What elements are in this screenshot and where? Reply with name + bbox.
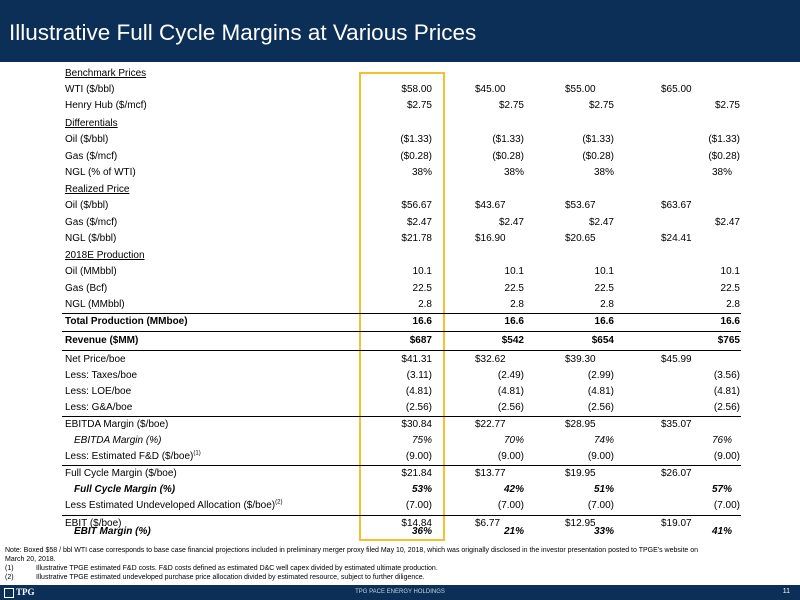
table-row: Gas ($/mcf) $2.47 $2.47 $2.47 $2.47 [65, 217, 740, 228]
table-row: Less Estimated Undeveloped Allocation ($… [65, 499, 740, 511]
table-row: Less: Taxes/boe (3.11) (2.49) (2.99) (3.… [65, 370, 740, 381]
footnote-2: Illustrative TPGE estimated undeveloped … [36, 574, 425, 581]
table-row-ebitda-pct: EBITDA Margin (%) 75% 70% 74% 76% [74, 435, 732, 446]
divider [62, 331, 741, 332]
table-row-full-cycle-margin-pct: Full Cycle Margin (%) 53% 42% 51% 57% [74, 484, 732, 495]
page-number: 11 [782, 588, 790, 595]
table-row: NGL ($/bbl) $21.78 $16.90 $20.65 $24.41 [65, 233, 692, 244]
footnote-1: Illustrative TPGE estimated F&D costs. F… [36, 565, 438, 572]
footer-company-name: TPG PACE ENERGY HOLDINGS [355, 589, 445, 595]
base-case-highlight-box [359, 72, 445, 541]
table-row: NGL (MMbbl) 2.8 2.8 2.8 2.8 [65, 299, 740, 310]
table-row: Henry Hub ($/mcf) $2.75 $2.75 $2.75 $2.7… [65, 100, 740, 111]
table-row: WTI ($/bbl) $58.00 $45.00 $55.00 $65.00 [65, 84, 692, 95]
footnote-note-continued: March 20, 2018. [5, 556, 56, 563]
table-row-full-cycle-margin: Full Cycle Margin ($/boe) $21.84 $13.77 … [65, 468, 692, 479]
section-header-differentials: Differentials [65, 118, 118, 129]
table-row: Less: Estimated F&D ($/boe)(1) (9.00) (9… [65, 450, 740, 462]
section-header-benchmark: Benchmark Prices [65, 68, 147, 79]
table-row-revenue: Revenue ($MM) $687 $542 $654 $765 [65, 335, 740, 346]
tpg-logo: TPG [4, 587, 44, 598]
table-row: Net Price/boe $41.31 $32.62 $39.30 $45.9… [65, 354, 692, 365]
divider [62, 515, 741, 516]
table-row: Less: G&A/boe (2.56) (2.56) (2.56) (2.56… [65, 402, 740, 413]
table-row-ebit-margin-pct: EBIT Margin (%) 36% 21% 33% 41% [74, 526, 732, 537]
table-row-ebitda: EBITDA Margin ($/boe) $30.84 $22.77 $28.… [65, 419, 692, 430]
footnote-1-marker: (1) [5, 565, 14, 572]
table-row: Gas (Bcf) 22.5 22.5 22.5 22.5 [65, 283, 740, 294]
footnote-note: Note: Boxed $58 / bbl WTI case correspon… [5, 547, 699, 554]
table-row-total-production: Total Production (MMboe) 16.6 16.6 16.6 … [65, 316, 740, 327]
divider [62, 350, 741, 351]
section-header-production: 2018E Production [65, 250, 145, 261]
logo-mark-icon [4, 587, 14, 598]
footnote-2-marker: (2) [5, 574, 14, 581]
divider [62, 465, 741, 466]
table-row: Oil ($/bbl) $56.67 $43.67 $53.67 $63.67 [65, 200, 692, 211]
footer-bar: TPG TPG PACE ENERGY HOLDINGS 11 [0, 585, 800, 600]
table-row-ebit: EBIT ($/boe) $14.84 $6.77 $12.95 $19.07 [65, 518, 692, 529]
page-title: Illustrative Full Cycle Margins at Vario… [9, 20, 477, 45]
title-bar: Illustrative Full Cycle Margins at Vario… [0, 0, 800, 62]
table-row: NGL (% of WTI) 38% 38% 38% 38% [65, 167, 732, 178]
table-row: Less: LOE/boe (4.81) (4.81) (4.81) (4.81… [65, 386, 740, 397]
divider [62, 416, 741, 417]
table-row: Gas ($/mcf) ($0.28) ($0.28) ($0.28) ($0.… [65, 151, 740, 162]
divider [62, 313, 741, 314]
table-row: Oil (MMbbl) 10.1 10.1 10.1 10.1 [65, 266, 740, 277]
section-header-realized: Realized Price [65, 184, 130, 195]
table-row: Oil ($/bbl) ($1.33) ($1.33) ($1.33) ($1.… [65, 134, 740, 145]
